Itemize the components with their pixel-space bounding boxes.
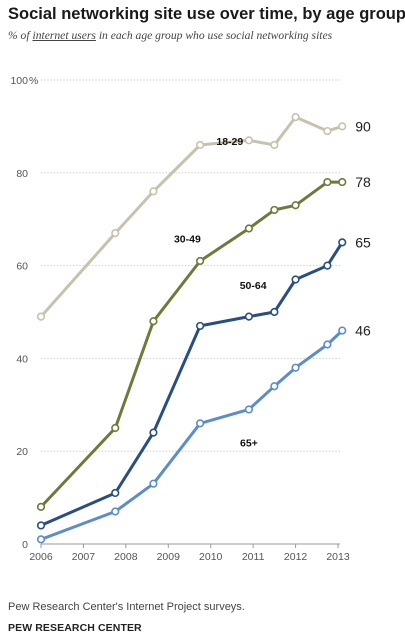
series-labels: 18-29 90 30-49 78 50-64 65 65+ 46: [174, 118, 371, 449]
data-point-18-29: [149, 187, 158, 196]
end-value-label-50-64: 65: [355, 234, 371, 250]
data-point-30-49: [338, 177, 347, 187]
data-point-30-49: [36, 502, 46, 511]
x-tick-label: 2009: [157, 551, 181, 563]
end-value-label-30-49: 78: [355, 174, 371, 190]
data-point-50-64: [270, 307, 279, 317]
data-point-18-29: [291, 113, 300, 122]
y-tick-label: 20: [16, 446, 28, 458]
x-axis: 2006 2007 2008 2009 2010 2011 2012 2013: [29, 544, 350, 563]
series-name-label-18-29: 18-29: [216, 136, 243, 148]
series-name-label-30-49: 30-49: [174, 233, 201, 245]
series-name-label-65-: 65+: [240, 438, 258, 450]
data-point-30-49: [291, 201, 300, 210]
data-point-18-29: [111, 229, 120, 238]
data-point-30-49: [323, 177, 332, 187]
data-point-65-: [270, 382, 279, 391]
data-point-50-64: [149, 428, 158, 437]
data-point-50-64: [323, 261, 332, 270]
data-point-30-49: [149, 317, 158, 326]
y-tick-label: 40: [16, 353, 28, 365]
data-point-65-: [111, 507, 120, 516]
data-point-50-64: [111, 488, 120, 498]
data-point-65-: [196, 419, 205, 428]
data-point-65-: [323, 340, 332, 349]
data-point-65-: [291, 363, 300, 372]
data-point-18-29: [36, 312, 46, 321]
subtitle-suffix: in each age group who use social network…: [95, 29, 333, 42]
data-point-18-29: [270, 140, 279, 150]
gridlines: [41, 79, 340, 545]
x-tick-label: 2010: [199, 551, 223, 563]
end-value-label-65-: 46: [355, 323, 371, 339]
x-tick-label: 2011: [242, 551, 265, 563]
x-tick-label: 2012: [284, 551, 308, 563]
data-point-30-49: [244, 224, 253, 233]
series-line-50-64: [39, 240, 344, 527]
series-name-label-50-64: 50-64: [240, 280, 267, 292]
data-point-65-: [338, 326, 347, 335]
data-point-50-64: [36, 521, 46, 530]
y-unit-label: %: [29, 75, 38, 87]
y-tick-label: 80: [16, 168, 28, 180]
data-point-30-49: [111, 423, 120, 433]
data-point-65-: [149, 479, 158, 488]
data-point-50-64: [244, 312, 253, 321]
series-line-65-: [39, 329, 344, 541]
x-tick-label: 2006: [29, 551, 53, 563]
data-point-18-29: [323, 126, 332, 136]
data-point-50-64: [338, 238, 347, 247]
chart-title: Social networking site use over time, by…: [8, 5, 405, 23]
x-tick-label: 2007: [72, 551, 96, 563]
y-tick-label: 0: [22, 539, 28, 551]
series-group: [36, 113, 347, 544]
data-point-65-: [244, 405, 253, 414]
data-point-18-29: [338, 122, 347, 131]
x-tick-label: 2008: [114, 551, 138, 563]
y-tick-label: 60: [16, 261, 28, 273]
data-point-30-49: [196, 256, 205, 266]
data-point-50-64: [196, 321, 205, 331]
data-point-50-64: [291, 275, 300, 284]
data-point-18-29: [244, 136, 253, 145]
y-axis: 0 20 40 60 80 100%: [10, 75, 38, 551]
chart-subtitle: % of internet users in each age group wh…: [8, 29, 332, 42]
data-point-65-: [36, 535, 46, 544]
source-note: Pew Research Center's Internet Project s…: [8, 601, 245, 613]
x-tick-label: 2013: [326, 551, 350, 563]
series-line-18-29: [39, 115, 344, 319]
data-point-18-29: [196, 140, 205, 150]
end-value-label-18-29: 90: [355, 118, 371, 134]
subtitle-link[interactable]: internet users: [32, 29, 96, 42]
org-name: PEW RESEARCH CENTER: [8, 622, 142, 634]
subtitle-prefix: % of: [8, 29, 33, 42]
data-point-30-49: [270, 205, 279, 215]
y-tick-label: 100: [10, 75, 28, 87]
